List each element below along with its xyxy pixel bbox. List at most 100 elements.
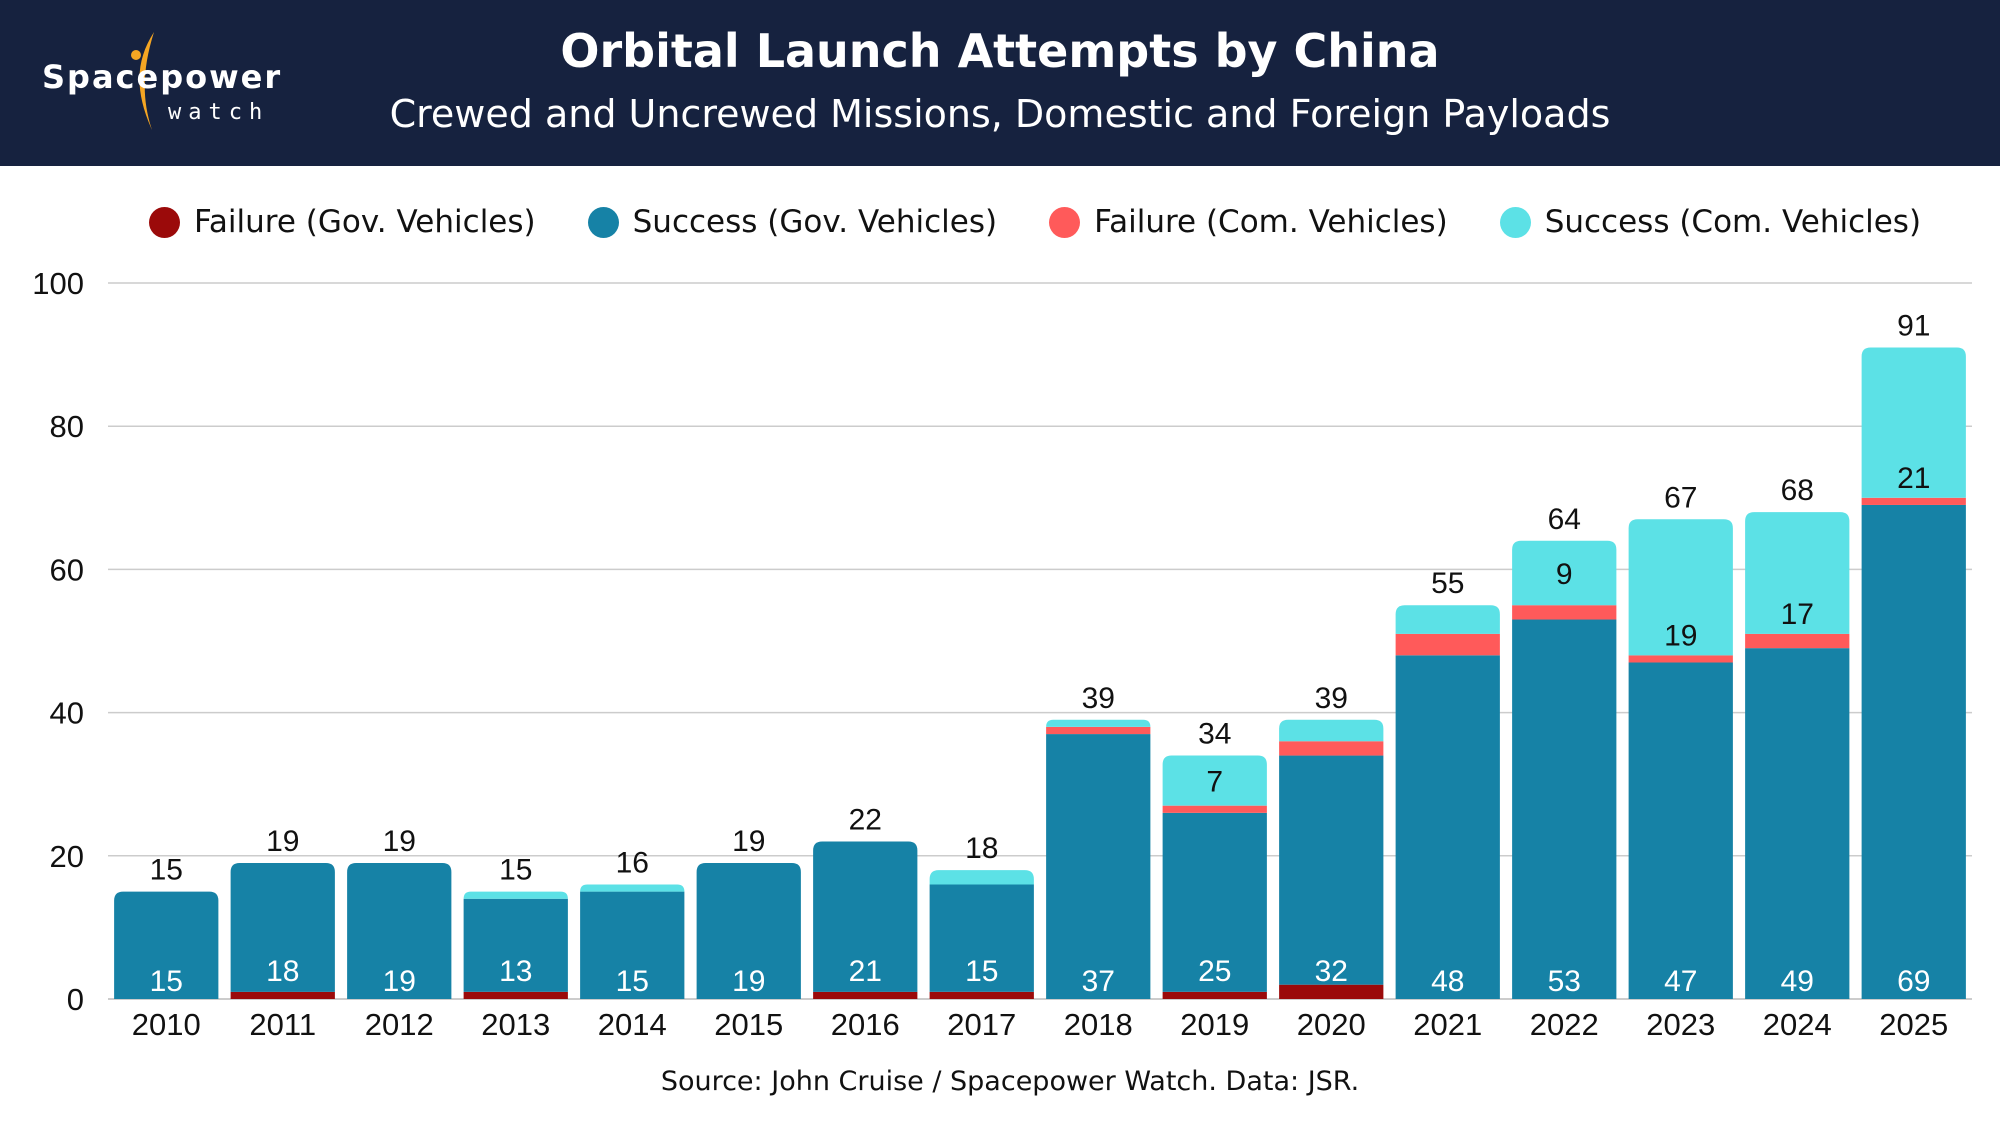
x-tick-label: 2023: [1646, 1007, 1715, 1042]
y-tick-label: 80: [50, 409, 84, 444]
x-tick-label: 2012: [365, 1007, 434, 1042]
chart-title: Orbital Launch Attempts by China: [0, 24, 2000, 78]
gov-success-data-label: 19: [383, 965, 416, 998]
legend-label: Failure (Gov. Vehicles): [193, 204, 536, 240]
legend-swatch-failure-gov: [148, 206, 180, 238]
gov-success-data-label: 53: [1548, 965, 1581, 998]
bar-segment-failure-com-vehicles: [1046, 726, 1151, 735]
gov-success-data-label: 18: [266, 955, 299, 988]
bar-segment-success-gov-vehicles: [114, 891, 219, 999]
total-data-label: 64: [1548, 503, 1581, 536]
gov-success-data-label: 13: [499, 955, 532, 988]
bar-segment-success-com-vehicles: [1861, 347, 1966, 498]
x-tick-label: 2016: [831, 1007, 900, 1042]
com-success-data-label: 17: [1781, 598, 1814, 631]
total-data-label: 34: [1198, 718, 1231, 751]
gov-success-data-label: 49: [1781, 965, 1814, 998]
x-tick-label: 2010: [132, 1007, 201, 1042]
total-data-label: 22: [849, 803, 882, 836]
bar-segment-success-com-vehicles: [929, 870, 1034, 885]
legend-swatch-success-gov: [587, 206, 619, 238]
gov-success-data-label: 69: [1897, 965, 1930, 998]
logo-subword: watch: [168, 100, 270, 125]
header-banner: Spacepower watch Orbital Launch Attempts…: [0, 0, 2000, 166]
bar-segment-success-com-vehicles: [463, 891, 568, 899]
bar-segment-failure-gov-vehicles: [1162, 991, 1267, 999]
bar-segment-failure-gov-vehicles: [929, 991, 1034, 999]
bar-segment-success-gov-vehicles: [1512, 619, 1617, 999]
com-success-data-label: 7: [1206, 766, 1223, 799]
total-data-label: 39: [1082, 682, 1115, 715]
total-data-label: 16: [616, 846, 649, 879]
bar-segment-success-gov-vehicles: [1279, 755, 1384, 985]
bar-segment-success-gov-vehicles: [1628, 662, 1733, 999]
legend-swatch-success-com: [1499, 206, 1531, 238]
total-data-label: 55: [1431, 567, 1464, 600]
com-success-data-label: 9: [1556, 558, 1573, 591]
legend-item-success-com: Success (Com. Vehicles): [1499, 204, 1922, 240]
x-tick-label: 2021: [1413, 1007, 1482, 1042]
gov-success-data-label: 32: [1315, 955, 1348, 988]
x-tick-label: 2018: [1064, 1007, 1133, 1042]
x-tick-label: 2015: [714, 1007, 783, 1042]
bar-segment-success-com-vehicles: [580, 884, 685, 892]
legend-item-failure-com: Failure (Com. Vehicles): [1049, 204, 1448, 240]
bar-segment-success-gov-vehicles: [1745, 648, 1850, 999]
y-tick-label: 100: [32, 266, 84, 301]
bar-segment-failure-gov-vehicles: [1279, 984, 1384, 999]
total-data-label: 39: [1315, 682, 1348, 715]
logo-swoosh-icon: [131, 32, 154, 130]
legend-label: Success (Com. Vehicles): [1544, 204, 1922, 240]
spacepower-watch-logo: Spacepower watch: [38, 30, 308, 140]
gov-success-data-label: 47: [1664, 965, 1697, 998]
bar-segment-success-com-vehicles: [1046, 719, 1151, 727]
gov-success-data-label: 15: [616, 965, 649, 998]
x-tick-label: 2011: [249, 1007, 316, 1042]
bar-segment-success-gov-vehicles: [1861, 504, 1966, 999]
y-tick-label: 60: [50, 552, 84, 587]
gov-success-data-label: 48: [1431, 965, 1464, 998]
bar-segment-failure-com-vehicles: [1745, 633, 1850, 649]
bar-segment-success-com-vehicles: [1279, 719, 1384, 742]
y-tick-label: 0: [67, 982, 84, 1017]
bar-segment-failure-com-vehicles: [1861, 497, 1966, 505]
bar-segment-failure-gov-vehicles: [813, 991, 918, 999]
bar-segment-success-gov-vehicles: [696, 862, 801, 999]
gov-success-data-label: 15: [150, 965, 183, 998]
bar-segment-success-gov-vehicles: [929, 884, 1034, 992]
gov-success-data-label: 21: [849, 955, 882, 988]
bar-segment-success-gov-vehicles: [813, 841, 918, 992]
chart-title-text: Orbital Launch Attempts by China: [560, 24, 1440, 78]
bar-segment-success-gov-vehicles: [463, 898, 568, 992]
com-success-data-label: 21: [1897, 462, 1930, 495]
total-data-label: 18: [965, 832, 998, 865]
total-data-label: 91: [1897, 309, 1930, 342]
total-data-label: 19: [732, 825, 765, 858]
gov-success-data-label: 25: [1198, 955, 1231, 988]
bar-segment-success-com-vehicles: [1162, 755, 1267, 806]
bar-segment-success-gov-vehicles: [347, 862, 452, 999]
bar-segment-failure-com-vehicles: [1395, 633, 1500, 656]
legend-item-failure-gov: Failure (Gov. Vehicles): [148, 204, 536, 240]
bar-segment-success-gov-vehicles: [230, 862, 335, 992]
bar-segment-failure-gov-vehicles: [230, 991, 335, 999]
y-tick-label: 40: [50, 696, 84, 731]
bar-segment-failure-com-vehicles: [1628, 655, 1733, 663]
y-tick-label: 20: [50, 839, 84, 874]
legend-swatch-failure-com: [1049, 206, 1081, 238]
com-success-data-label: 19: [1664, 619, 1697, 652]
x-tick-label: 2019: [1180, 1007, 1249, 1042]
legend-label: Success (Gov. Vehicles): [632, 204, 998, 240]
bar-segment-success-com-vehicles: [1395, 605, 1500, 634]
x-tick-label: 2020: [1297, 1007, 1366, 1042]
bar-segment-failure-com-vehicles: [1162, 805, 1267, 813]
bar-segment-success-com-vehicles: [1628, 519, 1733, 656]
x-tick-label: 2024: [1763, 1007, 1832, 1042]
total-data-label: 19: [383, 825, 416, 858]
logo-wordmark: Spacepower: [42, 58, 283, 96]
bar-segment-success-com-vehicles: [1512, 540, 1617, 606]
bar-segment-success-gov-vehicles: [580, 891, 685, 999]
bar-segment-success-gov-vehicles: [1162, 812, 1267, 992]
x-tick-label: 2022: [1530, 1007, 1599, 1042]
